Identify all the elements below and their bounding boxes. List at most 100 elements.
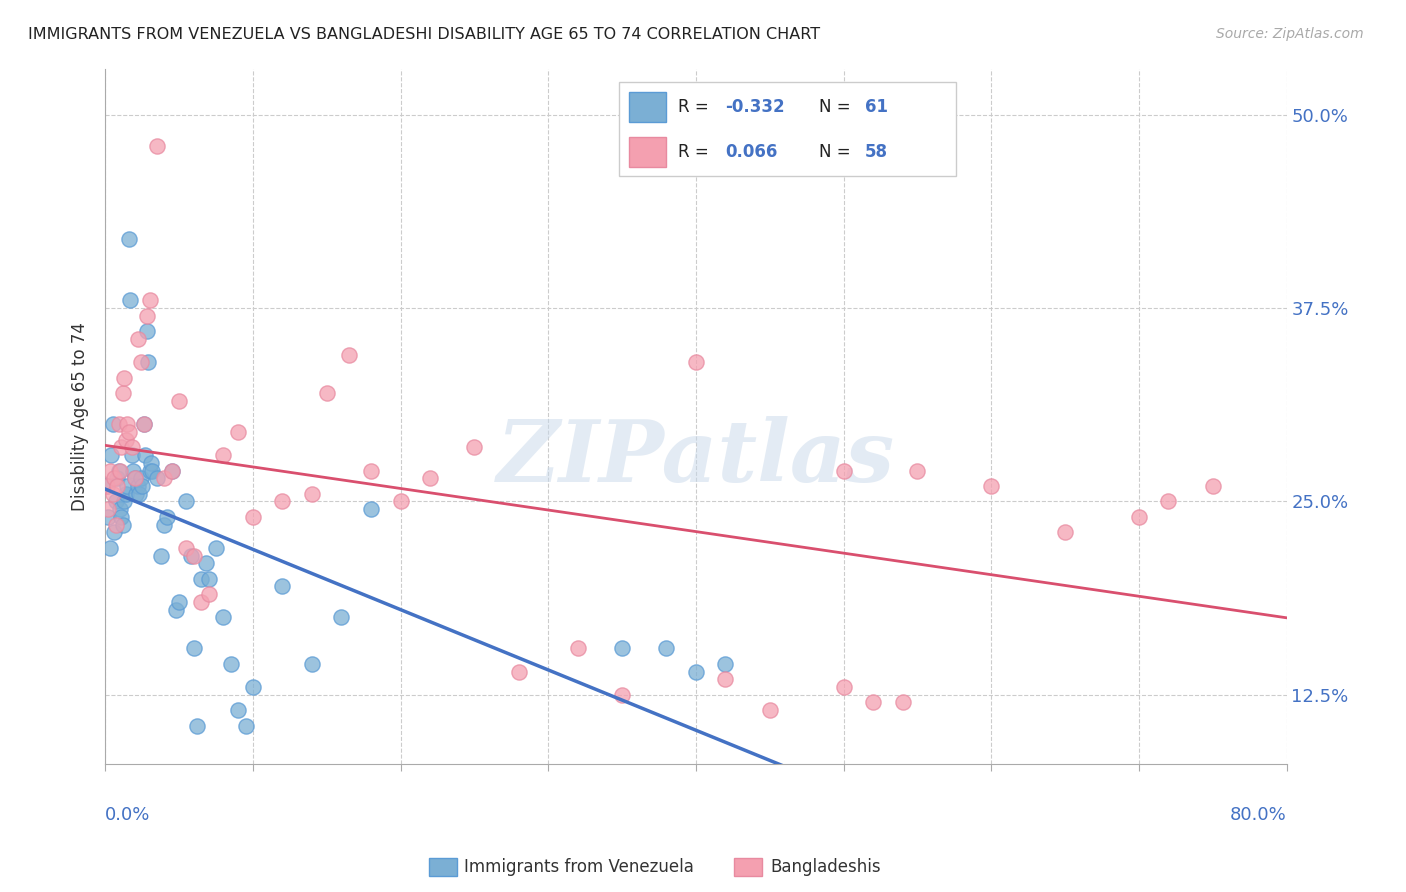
- Point: [235, 718, 257, 732]
- Point: [226, 703, 249, 717]
- Point: [135, 324, 157, 338]
- Point: [121, 448, 143, 462]
- Point: [891, 695, 914, 709]
- Point: [135, 309, 157, 323]
- Point: [141, 463, 163, 477]
- Point: [111, 517, 134, 532]
- Point: [1157, 494, 1180, 508]
- Point: [655, 641, 678, 656]
- Point: [96, 479, 118, 493]
- Point: [714, 657, 737, 671]
- Point: [803, 819, 825, 833]
- Y-axis label: Disability Age 65 to 74: Disability Age 65 to 74: [72, 322, 89, 511]
- Point: [160, 463, 183, 477]
- Point: [138, 293, 160, 308]
- Text: ZIPatlas: ZIPatlas: [496, 417, 896, 500]
- Point: [1054, 525, 1077, 540]
- Point: [183, 549, 205, 563]
- Point: [190, 572, 212, 586]
- Point: [127, 332, 149, 346]
- Point: [127, 479, 149, 493]
- Point: [104, 517, 127, 532]
- Point: [132, 417, 155, 431]
- Point: [125, 486, 148, 500]
- Point: [905, 463, 928, 477]
- Point: [103, 525, 125, 540]
- Point: [685, 355, 707, 369]
- Point: [832, 463, 855, 477]
- Point: [205, 541, 228, 555]
- Point: [301, 657, 323, 671]
- Point: [104, 494, 127, 508]
- Point: [190, 595, 212, 609]
- Text: IMMIGRANTS FROM VENEZUELA VS BANGLADESHI DISABILITY AGE 65 TO 74 CORRELATION CHA: IMMIGRANTS FROM VENEZUELA VS BANGLADESHI…: [28, 27, 820, 42]
- Point: [167, 595, 190, 609]
- Point: [120, 293, 142, 308]
- Point: [110, 440, 132, 454]
- Point: [124, 471, 146, 485]
- Point: [115, 433, 138, 447]
- Point: [197, 587, 219, 601]
- Text: Bangladeshis: Bangladeshis: [770, 858, 882, 876]
- Point: [508, 665, 530, 679]
- Point: [129, 471, 152, 485]
- Point: [567, 641, 589, 656]
- Point: [150, 549, 173, 563]
- Point: [242, 509, 264, 524]
- Point: [124, 471, 146, 485]
- Point: [108, 463, 131, 477]
- Point: [1128, 509, 1150, 524]
- Point: [117, 417, 139, 431]
- Point: [186, 718, 208, 732]
- Point: [980, 479, 1002, 493]
- Point: [242, 680, 264, 694]
- Point: [146, 138, 169, 153]
- Point: [118, 231, 141, 245]
- Point: [97, 509, 120, 524]
- Point: [337, 347, 360, 361]
- Point: [103, 471, 125, 485]
- Point: [105, 479, 128, 493]
- Point: [194, 556, 217, 570]
- Point: [138, 463, 160, 477]
- Point: [115, 486, 138, 500]
- Point: [112, 494, 135, 508]
- Point: [183, 641, 205, 656]
- Point: [176, 494, 198, 508]
- Point: [105, 471, 128, 485]
- Point: [219, 657, 242, 671]
- Point: [139, 456, 162, 470]
- Point: [463, 440, 485, 454]
- Text: Immigrants from Venezuela: Immigrants from Venezuela: [464, 858, 693, 876]
- Point: [118, 425, 141, 439]
- Text: Source: ZipAtlas.com: Source: ZipAtlas.com: [1216, 27, 1364, 41]
- Point: [111, 386, 134, 401]
- Point: [122, 463, 145, 477]
- Point: [107, 463, 129, 477]
- Point: [101, 486, 124, 500]
- Point: [134, 448, 156, 462]
- Point: [610, 641, 633, 656]
- Point: [156, 509, 179, 524]
- Point: [419, 471, 441, 485]
- Point: [610, 688, 633, 702]
- Point: [131, 479, 153, 493]
- Point: [758, 703, 780, 717]
- Point: [101, 417, 124, 431]
- Point: [685, 665, 707, 679]
- Point: [330, 610, 353, 624]
- Point: [100, 448, 122, 462]
- Point: [271, 494, 294, 508]
- Point: [132, 417, 155, 431]
- Point: [112, 370, 135, 384]
- Point: [176, 541, 198, 555]
- Point: [301, 486, 323, 500]
- Point: [136, 355, 159, 369]
- Point: [315, 386, 337, 401]
- Point: [212, 610, 235, 624]
- Point: [96, 479, 118, 493]
- Point: [146, 471, 169, 485]
- Point: [226, 425, 249, 439]
- Point: [862, 695, 884, 709]
- Point: [98, 463, 121, 477]
